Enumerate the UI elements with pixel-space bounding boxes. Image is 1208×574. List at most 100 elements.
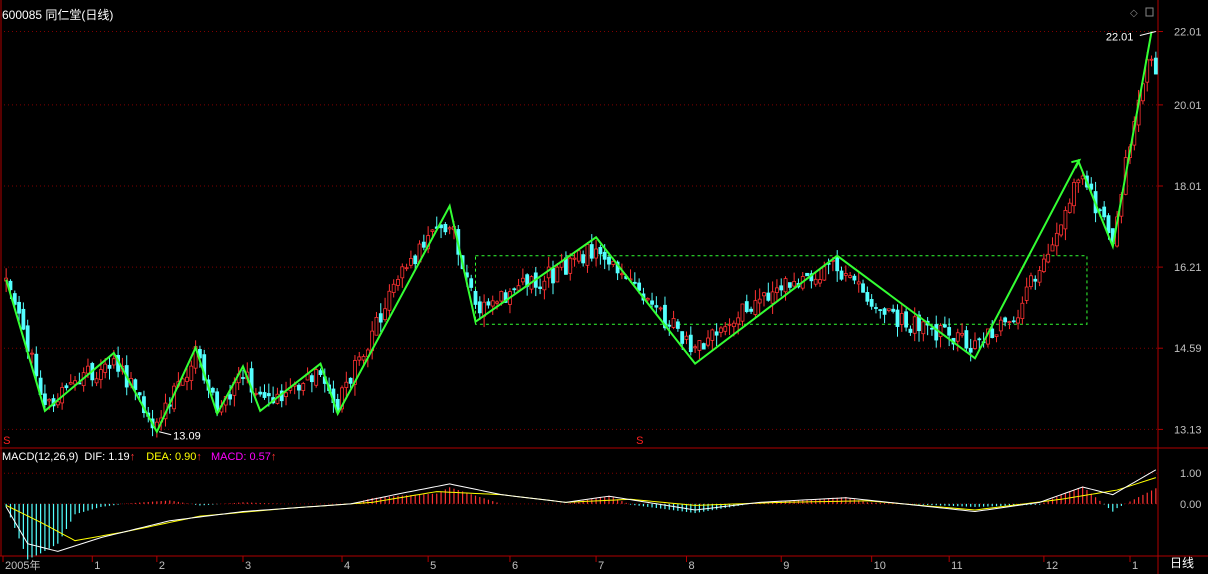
candle-body [55,401,60,406]
high-marker-line [1139,31,1156,37]
macd-lines [5,469,1157,552]
candle-body [856,281,861,285]
candle-body [348,377,353,384]
candle-body [21,308,26,330]
candle-body [353,360,357,385]
dif-label: DIF: 1.19↑ [84,451,136,463]
candle-body [258,391,263,395]
candle-body [917,314,921,332]
candle-body [813,278,818,285]
candle-body [688,334,693,353]
candle-body [589,244,594,259]
low-price-label: 13.09 [173,431,201,443]
candle-body [895,309,900,327]
candle-body [620,273,624,276]
dea-label: DEA: 0.90↑ [146,451,202,463]
candle-body [882,308,887,315]
dif-up-arrow-icon: ↑ [129,451,136,463]
candle-body [361,356,366,361]
candle-body [990,328,995,338]
candle-body [185,376,189,382]
window-icon [1145,7,1154,17]
candle-body [318,370,323,376]
candle-body [749,308,753,312]
date-tick-label: 10 [874,560,886,572]
candle-body [947,327,952,336]
candle-body [787,282,792,288]
candle-body [775,287,779,293]
candle-body [133,379,138,390]
candle-body [869,299,874,307]
candle-body [180,378,185,386]
consolidation-box-layer [475,255,1088,325]
candle-body [374,317,379,336]
candle-body [994,334,999,337]
candle-body [1016,317,1020,324]
candle-body [973,340,977,349]
candle-body [899,313,904,325]
candle-body [930,327,934,330]
candle-body [740,303,745,322]
date-tick-label: 1 [1132,560,1138,572]
candle-body [396,279,400,286]
candle-body [671,318,676,328]
candle-body [469,278,474,288]
candle-body [960,332,964,336]
candle-body [568,257,573,274]
candle-body [585,244,590,266]
candle-body [710,329,715,341]
candle-body [1033,278,1038,282]
dif-line [5,469,1157,552]
candle-body [663,304,667,329]
candle-body [675,321,680,329]
candle-body [1076,179,1081,184]
candle-body [921,321,926,335]
candle-body [12,293,17,305]
price-tick-label: 16.21 [1174,262,1202,274]
candle-body [17,301,21,314]
price-tick-label: 14.59 [1174,343,1202,355]
candle-body [865,292,870,302]
date-tick-label: 8 [688,560,694,572]
candle-body [581,254,586,264]
candle-body [602,251,607,260]
candle-body [998,319,1003,332]
candle-body [818,279,822,284]
candle-body [770,291,775,304]
diamond-icon: ◇ [1130,8,1138,19]
period-selector[interactable]: 日线 [1169,556,1194,570]
price-tick-label: 22.01 [1174,27,1202,39]
candle-body [473,290,478,305]
candle-body [404,267,409,270]
candle-body [210,387,215,393]
candle-body [848,275,853,278]
candle-body [383,308,387,321]
candle-body [512,288,517,291]
candle-body [697,340,702,351]
candle-body [189,365,194,381]
candle-body [64,385,69,389]
zigzag-arrowhead [1071,158,1082,169]
price-tick-label: 20.01 [1174,100,1202,112]
candle-body [495,301,499,304]
candle-body [542,280,547,291]
candle-body [314,369,319,386]
date-tick-label: 7 [598,560,604,572]
candle-body [727,323,732,326]
candle-body [835,256,840,272]
candle-body [564,257,568,275]
candle-body [1072,182,1076,207]
candle-body [47,398,52,402]
candle-body [98,369,103,380]
candle-body [1020,302,1025,319]
date-tick-label: 11 [951,560,962,572]
date-tick-label: 6 [512,560,518,572]
candle-body [968,347,973,353]
candle-body [637,282,642,291]
candle-body [241,377,245,379]
zigzag-line [5,31,1153,434]
candle-body [249,368,254,393]
high-price-label: 22.01 [1106,32,1134,44]
